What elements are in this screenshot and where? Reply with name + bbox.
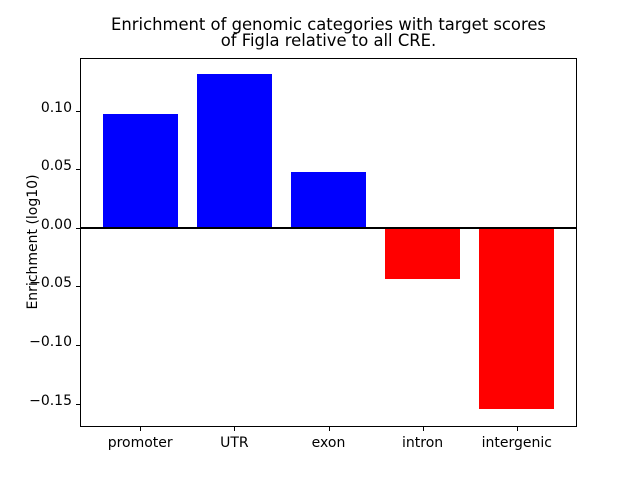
y-tick-label: −0.10 <box>29 334 72 350</box>
bar-intron <box>385 227 461 280</box>
x-tick-label-promoter: promoter <box>107 435 173 451</box>
x-tick <box>329 427 330 431</box>
x-tick-label-intergenic: intergenic <box>481 435 552 451</box>
y-tick-label: −0.05 <box>29 275 72 292</box>
x-tick-label-exon: exon <box>311 435 346 451</box>
y-tick <box>76 345 80 346</box>
zero-line <box>81 227 576 229</box>
x-tick <box>423 427 424 431</box>
y-tick-label: −0.15 <box>29 392 72 409</box>
x-tick <box>140 427 141 431</box>
bar-promoter <box>102 114 178 228</box>
bar-UTR <box>196 74 272 228</box>
x-tick-label-intron: intron <box>402 435 444 451</box>
y-tick <box>76 286 80 287</box>
y-tick <box>76 111 80 112</box>
y-tick-label: 0.10 <box>40 99 72 116</box>
y-tick-label: 0.05 <box>40 158 72 175</box>
x-tick-label-UTR: UTR <box>220 435 249 451</box>
y-tick <box>76 228 80 229</box>
y-tick-label: 0.00 <box>40 216 72 233</box>
x-tick <box>517 427 518 431</box>
chart-title-line2: of Figla relative to all CRE. <box>220 31 437 50</box>
chart-title-line1: Enrichment of genomic categories with ta… <box>111 15 546 34</box>
y-tick <box>76 169 80 170</box>
bar-exon <box>290 171 367 228</box>
bar-intergenic <box>479 227 555 410</box>
y-tick <box>76 404 80 405</box>
chart-title: Enrichment of genomic categories with ta… <box>80 15 577 50</box>
x-tick <box>234 427 235 431</box>
